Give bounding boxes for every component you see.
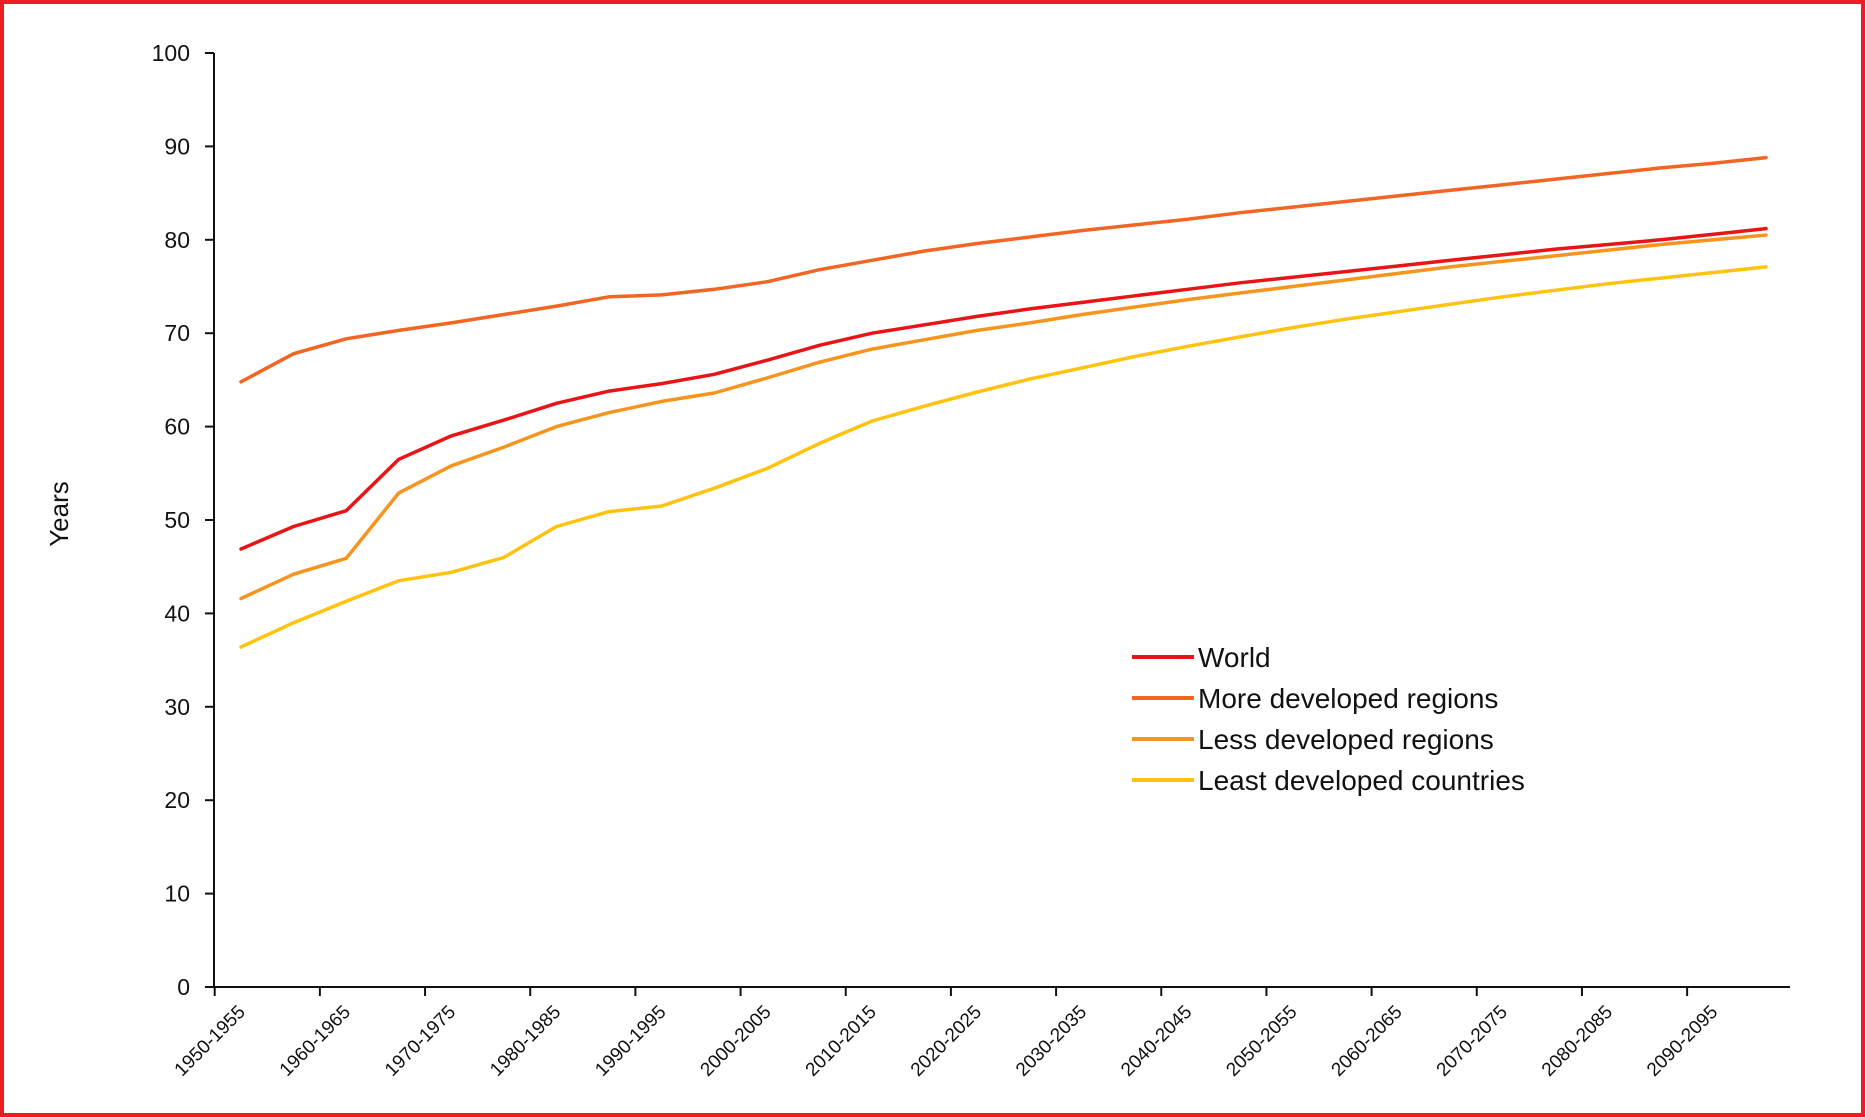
y-tick-label: 80 [164,227,190,253]
x-tick-label: 2000-2005 [697,1002,776,1081]
x-tick-label: 1950-1955 [171,1002,250,1081]
x-tick-label: 1970-1975 [381,1002,460,1081]
x-tick-label: 2060-2065 [1328,1002,1407,1081]
x-tick-label: 2080-2085 [1538,1002,1617,1081]
x-tick-label: 2010-2015 [802,1002,881,1081]
y-tick-label: 50 [164,507,190,533]
x-tick-label: 2090-2095 [1643,1002,1722,1081]
legend-label: World [1198,642,1271,673]
y-tick-label: 100 [152,40,190,66]
x-tick-label: 2070-2075 [1433,1002,1512,1081]
legend-label: Least developed countries [1198,765,1525,796]
y-tick-label: 70 [164,320,190,346]
x-tick-label: 2020-2025 [907,1002,986,1081]
y-tick-label: 30 [164,694,190,720]
legend-label: More developed regions [1198,683,1498,714]
y-axis-ticks: 0 10 20 30 40 50 60 70 80 90 100 [152,40,214,1000]
y-tick-label: 90 [164,133,190,159]
legend-label: Less developed regions [1198,724,1494,755]
chart-axes [213,53,1790,988]
y-tick-label: 20 [164,787,190,813]
x-tick-label: 2040-2045 [1117,1002,1196,1081]
x-tick-label: 1980-1985 [486,1002,565,1081]
series-line-4 [239,265,1768,649]
y-tick-label: 60 [164,414,190,440]
x-tick-label: 2030-2035 [1012,1002,1091,1081]
y-tick-label: 0 [177,974,190,1000]
y-tick-label: 10 [164,881,190,907]
life-expectancy-chart: 0 10 20 30 40 50 60 70 80 90 100 1950-1955 1960-196… [44,40,1790,1081]
series-line-1 [239,226,1768,551]
y-axis-label: Years [44,481,74,547]
x-tick-label: 1960-1965 [276,1002,355,1081]
x-axis-ticks: 1950-1955 1960-1965 1970-1975 1980-1985 1990… [171,987,1722,1081]
series-lines [239,155,1768,649]
series-line-2 [239,155,1768,384]
x-tick-label: 2050-2055 [1222,1002,1301,1081]
x-tick-label: 1990-1995 [591,1002,670,1081]
y-tick-label: 40 [164,600,190,626]
series-line-3 [239,233,1768,601]
legend: World More developed regions Less develope… [1132,642,1525,796]
